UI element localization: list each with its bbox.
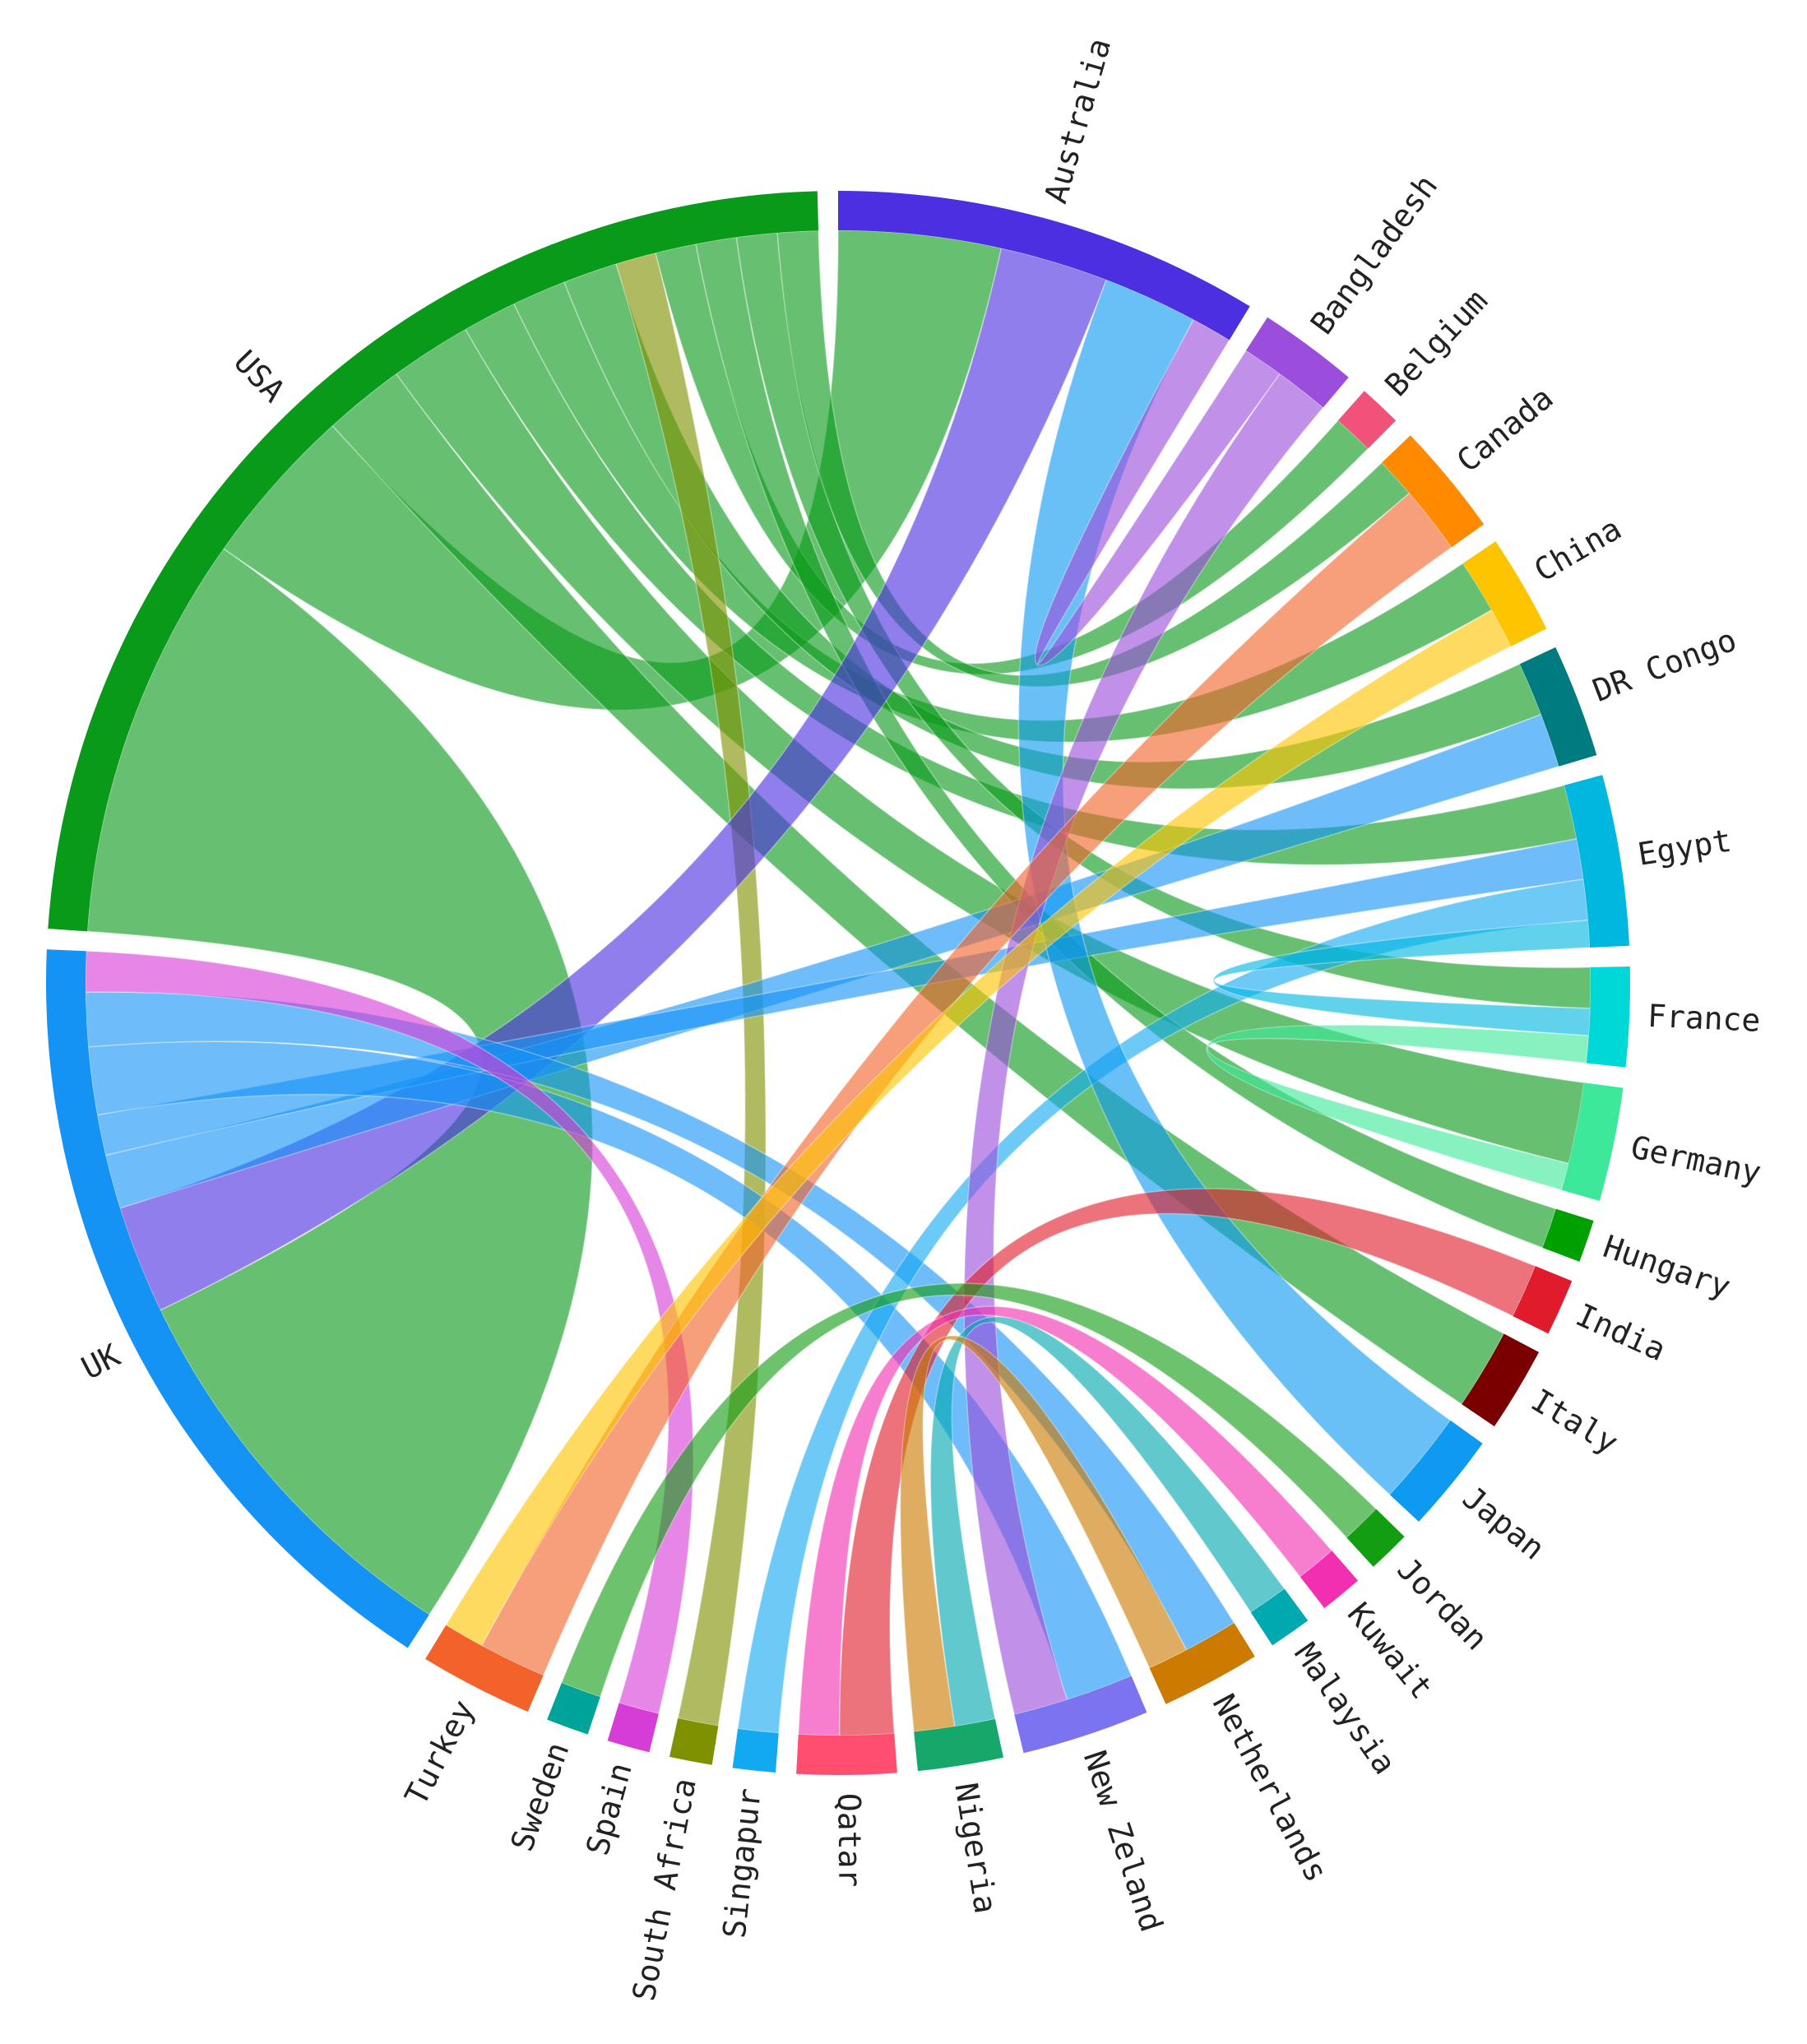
node-arc (1149, 1623, 1255, 1704)
node-arc (1382, 435, 1485, 548)
node-label: Egypt (1635, 823, 1734, 873)
node-arc (1389, 1420, 1483, 1522)
node-label: China (1528, 510, 1628, 589)
chords (85, 229, 1592, 1736)
chord (563, 262, 1542, 790)
node-arc (732, 1728, 779, 1773)
chord (1017, 279, 1452, 1496)
node-arc (796, 1733, 897, 1775)
node-arc (1250, 1588, 1309, 1646)
chord (899, 1335, 1188, 1733)
chord (1212, 919, 1592, 1037)
chord (695, 236, 1557, 1249)
node-arc (1462, 541, 1547, 647)
node-arc (1245, 317, 1349, 408)
chord (464, 303, 1578, 866)
node-label: Canada (1450, 379, 1560, 479)
node-arc (1462, 1333, 1540, 1427)
node-label: Germany (1628, 1129, 1764, 1191)
node-arc (669, 1718, 719, 1765)
node-arc (914, 1718, 1003, 1772)
node-label: Australia (1037, 35, 1118, 207)
node-label: Qatar (831, 1793, 868, 1888)
node-arc (547, 1682, 600, 1735)
node-arc (1564, 775, 1629, 948)
node-label: Hungary (1599, 1228, 1735, 1305)
node-arc (425, 1625, 544, 1713)
node-label: Italy (1525, 1382, 1624, 1462)
chord (331, 373, 1505, 1406)
node-arc (838, 191, 1250, 341)
node-arc (46, 949, 429, 1648)
node-label: New Zeland (1077, 1746, 1170, 1936)
node-label: Netherlands (1206, 1688, 1335, 1888)
node-arc (607, 1703, 659, 1753)
node-arc (1513, 1266, 1573, 1334)
node-label: USA (227, 343, 292, 409)
node-arc (1337, 391, 1397, 449)
chord (395, 328, 1585, 1165)
node-label: France (1647, 998, 1761, 1039)
chord (445, 609, 1513, 1647)
node-arc (1519, 647, 1597, 767)
node-label: Bangladesh (1304, 168, 1444, 341)
chord (560, 1282, 1378, 1699)
chord (118, 247, 1108, 1311)
node-label: Turkey (398, 1694, 482, 1811)
node-label: Nigeria (948, 1780, 1003, 1916)
node-label: South Africa (625, 1775, 702, 2004)
node-arc (1542, 1208, 1594, 1262)
chord (929, 1316, 1286, 1727)
node-label: UK (76, 1337, 126, 1386)
node-arc (1300, 1550, 1358, 1609)
node-label: DR Congo (1587, 621, 1741, 708)
node-label: Sweden (503, 1737, 576, 1856)
chord (735, 232, 1592, 1009)
arcs (46, 191, 1630, 1775)
node-label: Belgium (1378, 282, 1494, 403)
node-label: Singapur (716, 1787, 768, 1940)
node-label: Japan (1456, 1480, 1551, 1567)
node-arc (1346, 1509, 1405, 1567)
node-label: Spain (579, 1759, 639, 1859)
node-arc (1561, 1082, 1624, 1201)
node-label: India (1571, 1296, 1671, 1368)
node-arc (48, 191, 819, 932)
chord (838, 1188, 1536, 1736)
node-arc (1014, 1676, 1147, 1754)
node-arc (1586, 966, 1630, 1068)
